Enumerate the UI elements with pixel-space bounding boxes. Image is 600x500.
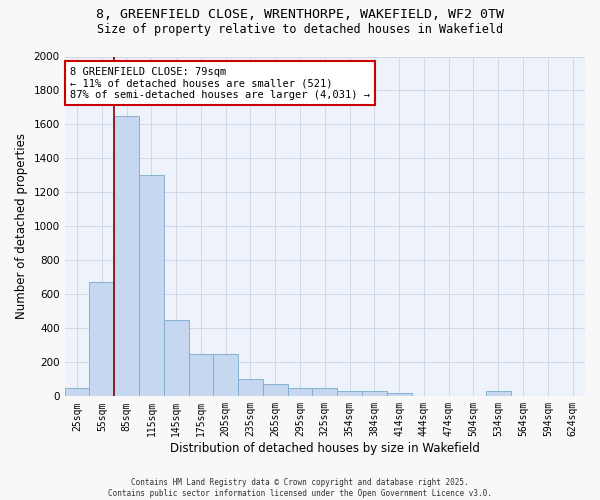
Bar — [238, 380, 263, 396]
Bar — [188, 354, 214, 397]
Bar — [65, 388, 89, 396]
Bar — [139, 176, 164, 396]
Bar — [287, 388, 313, 396]
Bar — [387, 393, 412, 396]
Text: 8 GREENFIELD CLOSE: 79sqm
← 11% of detached houses are smaller (521)
87% of semi: 8 GREENFIELD CLOSE: 79sqm ← 11% of detac… — [70, 66, 370, 100]
Y-axis label: Number of detached properties: Number of detached properties — [15, 134, 28, 320]
X-axis label: Distribution of detached houses by size in Wakefield: Distribution of detached houses by size … — [170, 442, 480, 455]
Bar — [362, 391, 387, 396]
Bar — [89, 282, 114, 397]
Bar — [114, 116, 139, 396]
Bar — [313, 388, 337, 396]
Bar — [164, 320, 188, 396]
Bar — [263, 384, 287, 396]
Bar — [486, 391, 511, 396]
Text: 8, GREENFIELD CLOSE, WRENTHORPE, WAKEFIELD, WF2 0TW: 8, GREENFIELD CLOSE, WRENTHORPE, WAKEFIE… — [96, 8, 504, 20]
Text: Size of property relative to detached houses in Wakefield: Size of property relative to detached ho… — [97, 22, 503, 36]
Bar — [337, 391, 362, 396]
Text: Contains HM Land Registry data © Crown copyright and database right 2025.
Contai: Contains HM Land Registry data © Crown c… — [108, 478, 492, 498]
Bar — [214, 354, 238, 397]
